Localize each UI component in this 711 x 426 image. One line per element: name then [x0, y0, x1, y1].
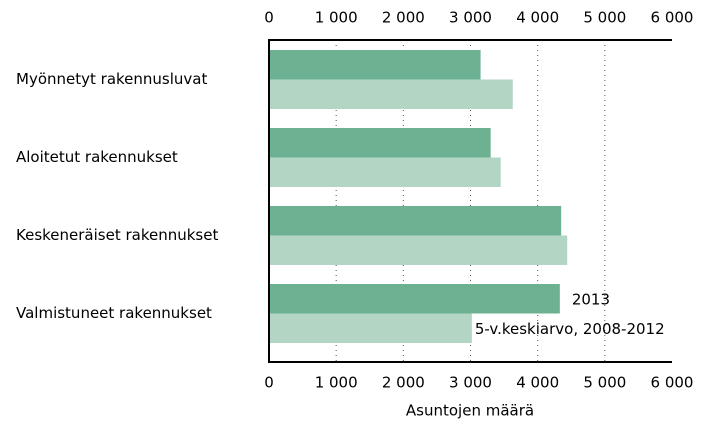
x-tick-label-top: 2 000 — [382, 9, 425, 27]
bar — [269, 128, 491, 158]
legend-label: 5-v.keskiarvo, 2008-2012 — [475, 320, 665, 338]
x-tick-label: 5 000 — [583, 374, 626, 392]
bar — [269, 50, 481, 80]
x-tick-label-top: 1 000 — [315, 9, 358, 27]
x-tick-label: 2 000 — [382, 374, 425, 392]
category-label: Myönnetyt rakennusluvat — [16, 70, 207, 88]
x-tick-label: 3 000 — [449, 374, 492, 392]
bar — [269, 206, 562, 236]
x-tick-label: 4 000 — [516, 374, 559, 392]
x-tick-label: 1 000 — [315, 374, 358, 392]
x-tick-label-top: 5 000 — [583, 9, 626, 27]
category-label: Keskeneräiset rakennukset — [16, 226, 218, 244]
x-tick-label-top: 0 — [264, 9, 274, 27]
x-tick-label-top: 6 000 — [651, 9, 694, 27]
bar — [269, 313, 472, 343]
category-label: Aloitetut rakennukset — [16, 148, 178, 166]
bar — [269, 284, 560, 314]
bar — [269, 79, 513, 109]
x-tick-label-top: 3 000 — [449, 9, 492, 27]
category-label: Valmistuneet rakennukset — [16, 304, 212, 322]
bar — [269, 235, 568, 265]
x-tick-label: 0 — [264, 374, 274, 392]
x-axis-label: Asuntojen määrä — [406, 402, 534, 420]
legend-label: 2013 — [572, 290, 610, 308]
x-tick-label-top: 4 000 — [516, 9, 559, 27]
bar — [269, 157, 501, 187]
x-tick-label: 6 000 — [651, 374, 694, 392]
